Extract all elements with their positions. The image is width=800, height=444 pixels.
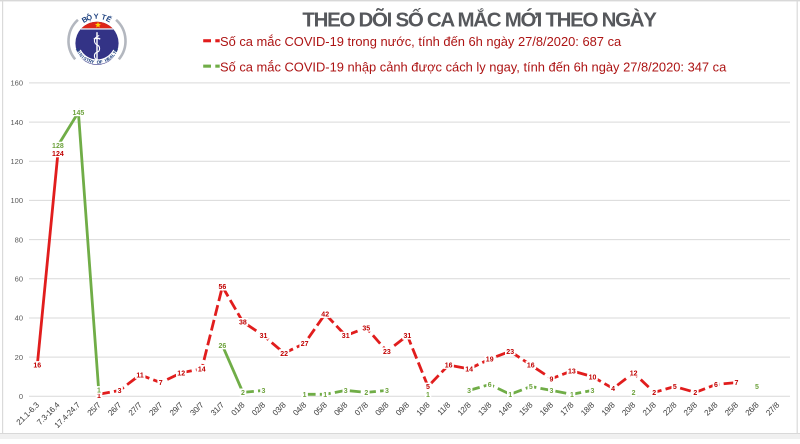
svg-text:T: T bbox=[100, 12, 107, 22]
svg-text:160: 160 bbox=[10, 79, 23, 88]
svg-text:22: 22 bbox=[280, 351, 288, 358]
svg-text:35: 35 bbox=[362, 325, 370, 332]
svg-text:20: 20 bbox=[15, 353, 23, 362]
svg-text:16: 16 bbox=[445, 363, 453, 370]
svg-text:2: 2 bbox=[364, 390, 368, 397]
svg-text:1: 1 bbox=[97, 388, 101, 395]
svg-text:5: 5 bbox=[755, 384, 759, 391]
svg-text:4: 4 bbox=[611, 386, 615, 393]
svg-text:60: 60 bbox=[15, 275, 23, 284]
svg-text:6: 6 bbox=[488, 382, 492, 389]
svg-text:Y: Y bbox=[91, 59, 95, 65]
svg-text:F: F bbox=[99, 59, 103, 64]
svg-text:23: 23 bbox=[506, 349, 514, 356]
svg-text:7: 7 bbox=[734, 380, 738, 387]
svg-text:56: 56 bbox=[219, 284, 227, 291]
svg-text:9: 9 bbox=[549, 376, 553, 383]
svg-text:H: H bbox=[104, 57, 110, 63]
svg-text:38: 38 bbox=[239, 320, 247, 327]
svg-text:3: 3 bbox=[467, 388, 471, 395]
svg-text:11: 11 bbox=[136, 372, 144, 379]
svg-text:31: 31 bbox=[404, 333, 412, 340]
svg-text:5: 5 bbox=[529, 384, 533, 391]
svg-text:124: 124 bbox=[52, 151, 64, 158]
svg-text:Số ca mắc COVID-19 trong nước,: Số ca mắc COVID-19 trong nước, tính đến … bbox=[220, 34, 622, 49]
svg-text:3: 3 bbox=[344, 388, 348, 395]
svg-text:T: T bbox=[85, 57, 90, 63]
svg-text:I: I bbox=[81, 55, 85, 60]
svg-text:26: 26 bbox=[219, 343, 227, 350]
svg-text:14: 14 bbox=[465, 367, 473, 374]
svg-text:31: 31 bbox=[342, 333, 350, 340]
svg-text:12: 12 bbox=[630, 370, 638, 377]
svg-text:7: 7 bbox=[159, 380, 163, 387]
svg-text:16: 16 bbox=[33, 363, 41, 370]
svg-text:1: 1 bbox=[570, 392, 574, 399]
svg-text:Ộ: Ộ bbox=[85, 12, 94, 22]
svg-text:128: 128 bbox=[52, 143, 64, 150]
svg-text:3: 3 bbox=[385, 388, 389, 395]
svg-text:1: 1 bbox=[508, 392, 512, 399]
svg-text:40: 40 bbox=[15, 314, 23, 323]
svg-text:2: 2 bbox=[632, 390, 636, 397]
svg-text:L: L bbox=[110, 52, 116, 58]
svg-text:6: 6 bbox=[714, 382, 718, 389]
svg-text:1: 1 bbox=[323, 392, 327, 399]
svg-text:19: 19 bbox=[486, 357, 494, 364]
svg-text:3: 3 bbox=[591, 388, 595, 395]
svg-text:10: 10 bbox=[589, 374, 597, 381]
svg-text:42: 42 bbox=[321, 312, 329, 319]
svg-text:N: N bbox=[78, 52, 84, 58]
svg-text:5: 5 bbox=[673, 384, 677, 391]
svg-text:I: I bbox=[77, 51, 82, 55]
svg-text:145: 145 bbox=[73, 110, 85, 117]
svg-text:13: 13 bbox=[568, 368, 576, 375]
svg-text:M: M bbox=[75, 48, 81, 54]
svg-text:12: 12 bbox=[177, 370, 185, 377]
svg-text:3: 3 bbox=[118, 388, 122, 395]
svg-text:3: 3 bbox=[262, 388, 266, 395]
svg-text:31: 31 bbox=[260, 333, 268, 340]
svg-text:14: 14 bbox=[198, 367, 206, 374]
svg-text:THEO DÕI SỐ CA MẮC MỚI THEO NG: THEO DÕI SỐ CA MẮC MỚI THEO NGÀY bbox=[302, 8, 657, 32]
svg-text:100: 100 bbox=[10, 196, 23, 205]
svg-text:27: 27 bbox=[301, 341, 309, 348]
svg-text:1: 1 bbox=[426, 392, 430, 399]
svg-text:Y: Y bbox=[94, 12, 99, 21]
svg-text:1: 1 bbox=[303, 392, 307, 399]
svg-text:Số ca mắc COVID-19 nhập cảnh đ: Số ca mắc COVID-19 nhập cảnh được cách l… bbox=[220, 59, 727, 74]
svg-text:2: 2 bbox=[241, 390, 245, 397]
svg-text:23: 23 bbox=[383, 349, 391, 356]
svg-text:2: 2 bbox=[693, 390, 697, 397]
svg-text:3: 3 bbox=[549, 388, 553, 395]
svg-text:5: 5 bbox=[426, 384, 430, 391]
svg-text:S: S bbox=[82, 56, 87, 62]
svg-text:Ế: Ế bbox=[104, 13, 113, 24]
svg-text:A: A bbox=[108, 54, 114, 60]
svg-text:H: H bbox=[113, 47, 119, 53]
svg-text:0: 0 bbox=[19, 392, 23, 401]
svg-text:R: R bbox=[88, 58, 93, 64]
svg-text:E: E bbox=[106, 56, 111, 62]
svg-text:2: 2 bbox=[652, 390, 656, 397]
svg-text:80: 80 bbox=[15, 235, 23, 244]
svg-text:O: O bbox=[96, 60, 100, 65]
svg-text:1: 1 bbox=[97, 393, 101, 400]
svg-text:16: 16 bbox=[527, 363, 535, 370]
svg-text:T: T bbox=[112, 50, 118, 55]
svg-text:B: B bbox=[80, 14, 89, 24]
svg-text:120: 120 bbox=[10, 157, 23, 166]
svg-text:140: 140 bbox=[10, 118, 23, 127]
